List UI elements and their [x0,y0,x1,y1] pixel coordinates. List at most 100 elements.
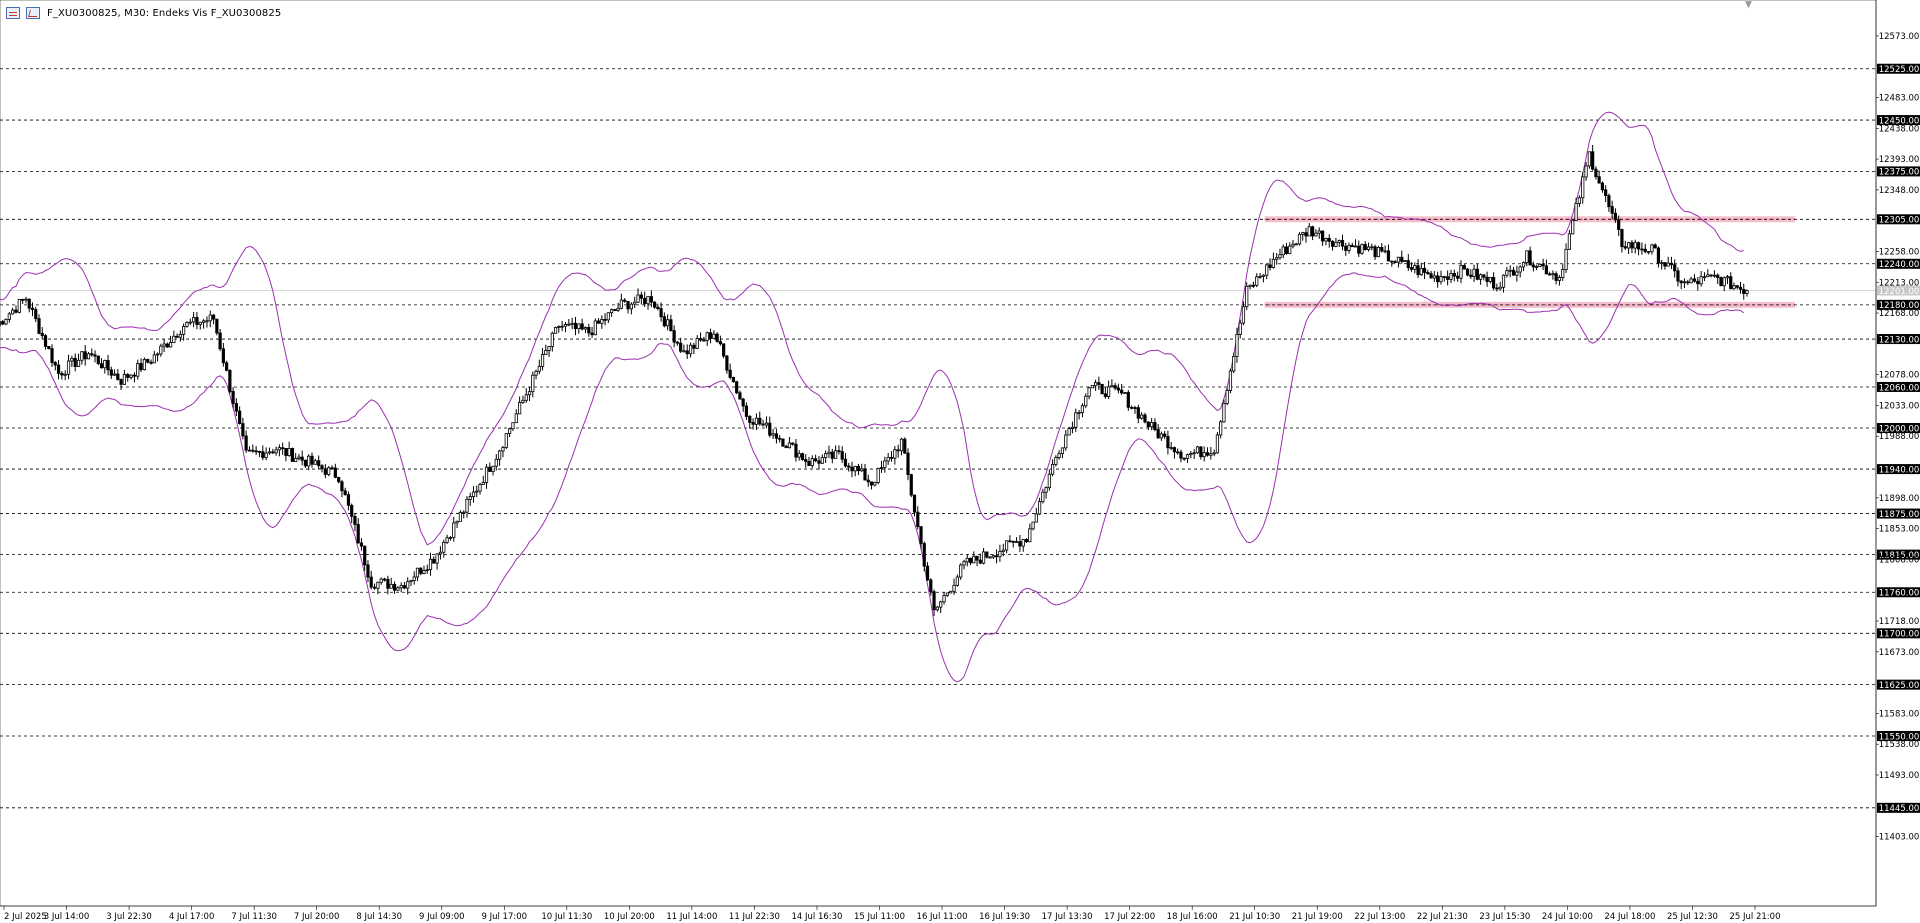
candle-body [40,332,44,337]
candle-body [1146,421,1150,428]
candle-body [893,449,897,459]
candle-body [1185,454,1190,459]
candle-body [1,321,5,325]
level-label-bg-9 [1877,464,1920,475]
candle-body [771,433,775,436]
candle-body [1094,382,1098,386]
candle-body [56,364,61,374]
candle-body [860,468,864,472]
candle-body [116,373,120,380]
x-tick-label-10: 10 Jul 20:00 [604,912,655,922]
candle-body [1202,452,1206,458]
candle-body [1070,426,1075,429]
y-tick-label-0: 12573.00 [1879,32,1920,42]
level-label-1: 12450.00 [1879,116,1920,126]
candle-body [297,456,301,459]
candle-body [935,606,939,611]
candle-body [1673,264,1677,272]
candle-body [1156,429,1160,439]
candle-body [1258,275,1262,278]
candle-body [458,512,463,522]
candle-body [1640,248,1644,251]
candle-body [1544,265,1548,275]
candle-body [152,354,156,364]
x-tick-label-8: 9 Jul 17:00 [481,912,527,922]
candle-body [1630,242,1634,249]
candle-body [1291,243,1295,247]
candle-body [810,458,814,466]
candle-body [1442,276,1446,278]
candle-body [1041,491,1045,503]
level-label-bg-4 [1877,258,1920,269]
candle-body [883,460,887,469]
candle-body [1209,453,1213,456]
candle-body [1054,457,1058,465]
candle-body [448,537,453,539]
candle-body [1505,270,1509,276]
candle-body [873,482,877,486]
candle-body [722,343,726,357]
candle-body [142,359,147,371]
candle-body [682,350,686,353]
x-tick-label-22: 22 Jul 13:00 [1354,912,1405,922]
candle-body [1594,168,1598,178]
candle-body [1001,549,1005,552]
candle-body [669,319,673,332]
y-tick-label-3: 12393.00 [1879,155,1920,165]
candle-body [738,392,742,400]
candle-body [791,442,795,445]
candle-body [596,320,601,324]
candle-body [1334,241,1338,247]
candle-body [409,580,413,583]
candle-body [824,453,828,459]
candle-body [1646,251,1651,254]
candle-body [1729,276,1733,290]
candle-body [353,515,357,525]
level-label-bg-8 [1877,423,1920,434]
candle-body [807,461,811,466]
chart-icon[interactable] [26,7,40,19]
candle-body [1024,539,1029,543]
candle-body [814,458,818,462]
candle-body [744,405,749,417]
y-tick-label-18: 11493.00 [1879,771,1920,781]
candle-body [1047,473,1051,489]
candle-body [975,555,979,561]
candle-body [692,344,696,349]
candle-body [735,381,739,394]
candle-body [1478,274,1483,280]
candle-body [50,348,54,363]
candle-body [1376,246,1381,258]
candle-body [725,355,729,371]
upper-band [0,111,1744,546]
candle-body [1271,258,1275,268]
candle-body [1150,422,1154,428]
candle-body [636,294,640,303]
candle-body [1574,203,1578,221]
candle-body [1643,248,1647,253]
candle-body [4,319,8,325]
candle-body [573,322,578,330]
candle-body [646,296,650,305]
x-tick-label-9: 10 Jul 11:30 [541,912,592,922]
candle-body [1284,246,1289,254]
candle-body [392,583,397,591]
candle-body [1679,280,1683,284]
candle-body [514,413,518,424]
grid-icon[interactable] [6,7,20,19]
candle-body [1116,387,1120,391]
candle-body [1314,232,1318,237]
candle-body [83,351,87,360]
candle-body [1163,433,1167,437]
candle-body [1465,268,1470,276]
collapse-arrow-icon[interactable]: ▼ [1745,0,1752,10]
candle-body [978,559,982,564]
candle-body [132,374,137,377]
candle-body [1179,451,1183,459]
candle-body [768,422,772,436]
candle-body [1275,257,1279,260]
x-tick-label-24: 23 Jul 15:30 [1479,912,1530,922]
candle-body [1153,422,1157,430]
candle-body [178,333,182,338]
